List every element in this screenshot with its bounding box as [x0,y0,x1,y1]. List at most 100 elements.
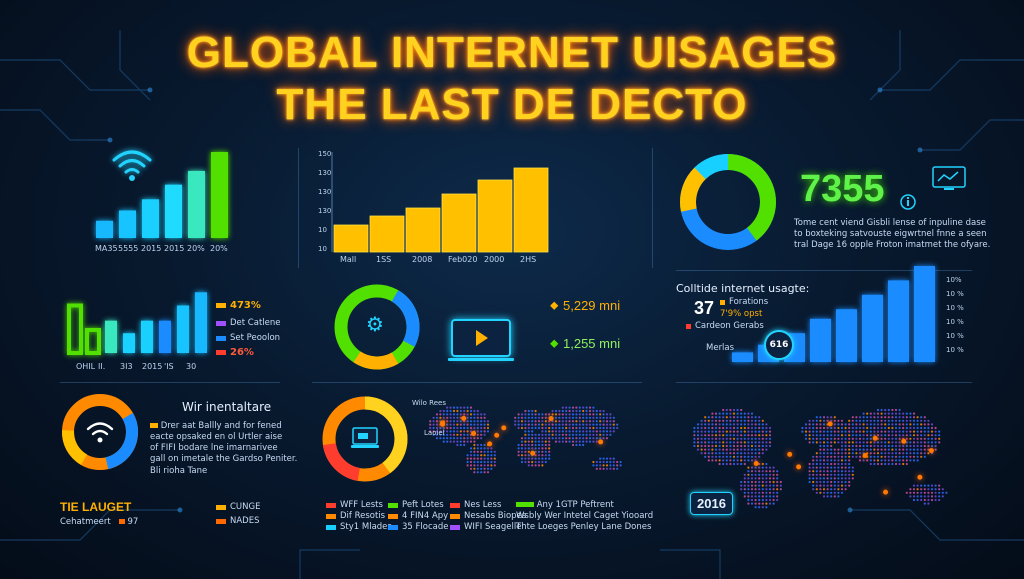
map-dot [595,460,598,464]
map-dot [761,484,764,487]
map-dot [920,498,923,502]
map-dot [578,426,581,430]
map-dot [725,459,728,462]
map-dot [599,433,602,436]
map-dot [452,426,456,430]
map-dot [862,441,865,444]
map-dot [483,423,486,426]
map-dot [740,430,743,433]
map-dot [602,413,605,416]
map-dot [844,452,847,455]
map-dot [700,441,703,444]
map-dot [558,437,561,440]
map-dot [887,462,890,466]
map-dot [432,433,435,436]
map-dot [483,426,486,430]
map-dot [568,406,571,409]
world-map [429,406,622,474]
map-dot [833,426,836,430]
map-dot [575,426,578,430]
map-dot [916,430,919,433]
map-dot [747,455,750,458]
map-dot [812,434,815,437]
panel-a-bar [188,170,205,238]
map-dot [765,495,768,498]
map-dot [837,477,840,480]
map-dot [822,473,826,476]
map-dot [833,416,836,419]
map-dot [916,444,919,448]
map-dot [707,434,710,437]
map-dot [486,454,490,457]
bottom-left-legend-1: CUNGE [216,502,260,512]
legend-swatch [326,513,336,519]
map-dot [554,413,558,416]
map-dot [826,462,829,466]
map-dot [826,434,829,437]
map-dot [747,459,750,462]
map-dot [912,498,916,502]
map-dot [761,506,764,509]
map-dot [592,423,595,426]
map-dot [732,408,736,412]
play-icon[interactable] [448,318,518,362]
map-dot [439,413,442,416]
map-dot [473,440,476,443]
map-dot [736,444,739,448]
legend-swatch [326,524,336,530]
map-dot [812,473,815,476]
map-dot [768,437,772,440]
map-dot [747,426,750,430]
map-dot [765,437,768,440]
map-dot [815,437,818,440]
legend-label: 4 FIN4 Apy [402,511,449,521]
map-dot [758,473,761,476]
map-dot [452,437,456,440]
map-dot [750,473,754,476]
map-dot [858,459,862,462]
map-hotspot [883,489,889,495]
map-dot [561,440,564,443]
map-dot [851,437,854,440]
map-dot [602,423,605,426]
map-dot [588,409,592,413]
map-dot [765,498,768,502]
map-dot [582,437,585,440]
map-dot [887,430,890,433]
map-dot [866,423,869,426]
map-hotspot [753,461,759,467]
map-dot [833,452,836,455]
map-dot [830,419,833,422]
map-dot [938,437,941,440]
map-dot [520,420,524,423]
map-dot [830,437,833,440]
map-dot [754,491,757,494]
map-dot [551,433,554,436]
map-dot [725,412,728,415]
map-dot [486,464,490,467]
map-dot [466,416,469,419]
map-dot [880,426,883,430]
map-dot [527,437,530,440]
legend-swatch [388,524,398,530]
map-dot [541,413,544,416]
map-dot [758,491,761,494]
monitor-icon[interactable] [932,166,966,192]
map-dot [772,484,775,487]
panel-b-bar [333,224,369,253]
map-dot [605,433,609,436]
panel-d-x-label: 3I3 [120,362,133,371]
map-dot [830,477,833,480]
map-dot [449,430,452,433]
map-dot [830,448,833,451]
map-dot [765,488,768,491]
panel-e-donut [334,284,420,370]
map-dot [575,430,578,433]
map-dot [602,457,605,460]
map-dot [480,433,483,436]
map-dot [880,412,883,415]
map-dot [578,440,581,443]
map-dot [927,444,930,448]
map-dot [855,416,858,419]
map-dot [869,459,872,462]
